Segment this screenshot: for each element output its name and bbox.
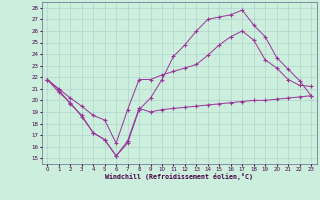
X-axis label: Windchill (Refroidissement éolien,°C): Windchill (Refroidissement éolien,°C) [105, 173, 253, 180]
